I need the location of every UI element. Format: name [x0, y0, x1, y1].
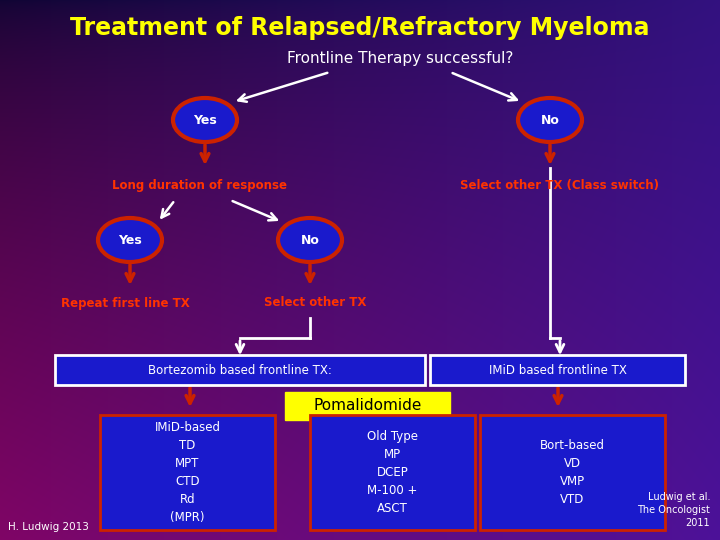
FancyBboxPatch shape: [430, 355, 685, 385]
FancyBboxPatch shape: [55, 355, 425, 385]
FancyBboxPatch shape: [100, 415, 275, 530]
Ellipse shape: [518, 98, 582, 142]
Text: Yes: Yes: [118, 233, 142, 246]
FancyBboxPatch shape: [285, 392, 450, 420]
Text: No: No: [541, 113, 559, 126]
Text: IMiD based frontline TX: IMiD based frontline TX: [489, 363, 626, 376]
Text: Ludwig et al.
The Oncologist
2011: Ludwig et al. The Oncologist 2011: [637, 491, 710, 528]
Text: IMiD-based
TD
MPT
CTD
Rd
(MPR): IMiD-based TD MPT CTD Rd (MPR): [155, 421, 220, 524]
Text: Treatment of Relapsed/Refractory Myeloma: Treatment of Relapsed/Refractory Myeloma: [71, 16, 649, 40]
Text: Long duration of response: Long duration of response: [112, 179, 287, 192]
FancyBboxPatch shape: [480, 415, 665, 530]
Text: H. Ludwig 2013: H. Ludwig 2013: [8, 522, 89, 532]
Text: Select other TX (Class switch): Select other TX (Class switch): [461, 179, 660, 192]
Text: No: No: [300, 233, 320, 246]
Text: Bort-based
VD
VMP
VTD: Bort-based VD VMP VTD: [540, 439, 605, 506]
Text: Frontline Therapy successful?: Frontline Therapy successful?: [287, 51, 513, 65]
Ellipse shape: [278, 218, 342, 262]
Ellipse shape: [173, 98, 237, 142]
Text: Repeat first line TX: Repeat first line TX: [60, 296, 189, 309]
Ellipse shape: [98, 218, 162, 262]
FancyBboxPatch shape: [310, 415, 475, 530]
Text: Yes: Yes: [193, 113, 217, 126]
Text: Bortezomib based frontline TX:: Bortezomib based frontline TX:: [148, 363, 332, 376]
Text: Select other TX: Select other TX: [264, 296, 366, 309]
Text: Old Type
MP
DCEP
M-100 +
ASCT: Old Type MP DCEP M-100 + ASCT: [367, 430, 418, 515]
Text: Pomalidomide: Pomalidomide: [313, 399, 422, 414]
